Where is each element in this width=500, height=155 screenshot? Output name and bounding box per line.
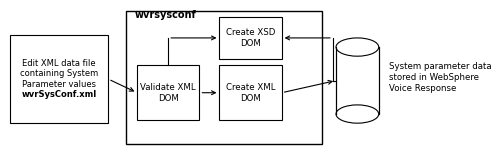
FancyBboxPatch shape xyxy=(220,17,282,59)
FancyBboxPatch shape xyxy=(336,47,378,114)
Ellipse shape xyxy=(336,38,378,56)
Text: DOM: DOM xyxy=(240,93,261,102)
Text: Validate XML: Validate XML xyxy=(140,83,196,92)
Text: Edit XML data file: Edit XML data file xyxy=(22,59,96,68)
Text: System parameter data: System parameter data xyxy=(388,62,491,71)
Ellipse shape xyxy=(336,105,378,123)
Text: Parameter values: Parameter values xyxy=(22,80,96,89)
FancyBboxPatch shape xyxy=(220,65,282,120)
FancyBboxPatch shape xyxy=(137,65,200,120)
Text: wvrsysconf: wvrsysconf xyxy=(135,10,196,20)
Text: Voice Response: Voice Response xyxy=(388,84,456,93)
FancyBboxPatch shape xyxy=(126,11,322,144)
Text: wvrSysConf.xml: wvrSysConf.xml xyxy=(22,90,97,99)
Text: Create XSD: Create XSD xyxy=(226,28,276,37)
Text: DOM: DOM xyxy=(240,39,261,48)
FancyBboxPatch shape xyxy=(10,35,108,123)
Text: containing System: containing System xyxy=(20,69,98,78)
Text: Create XML: Create XML xyxy=(226,83,276,92)
Text: stored in WebSphere: stored in WebSphere xyxy=(388,73,478,82)
Text: DOM: DOM xyxy=(158,93,178,102)
